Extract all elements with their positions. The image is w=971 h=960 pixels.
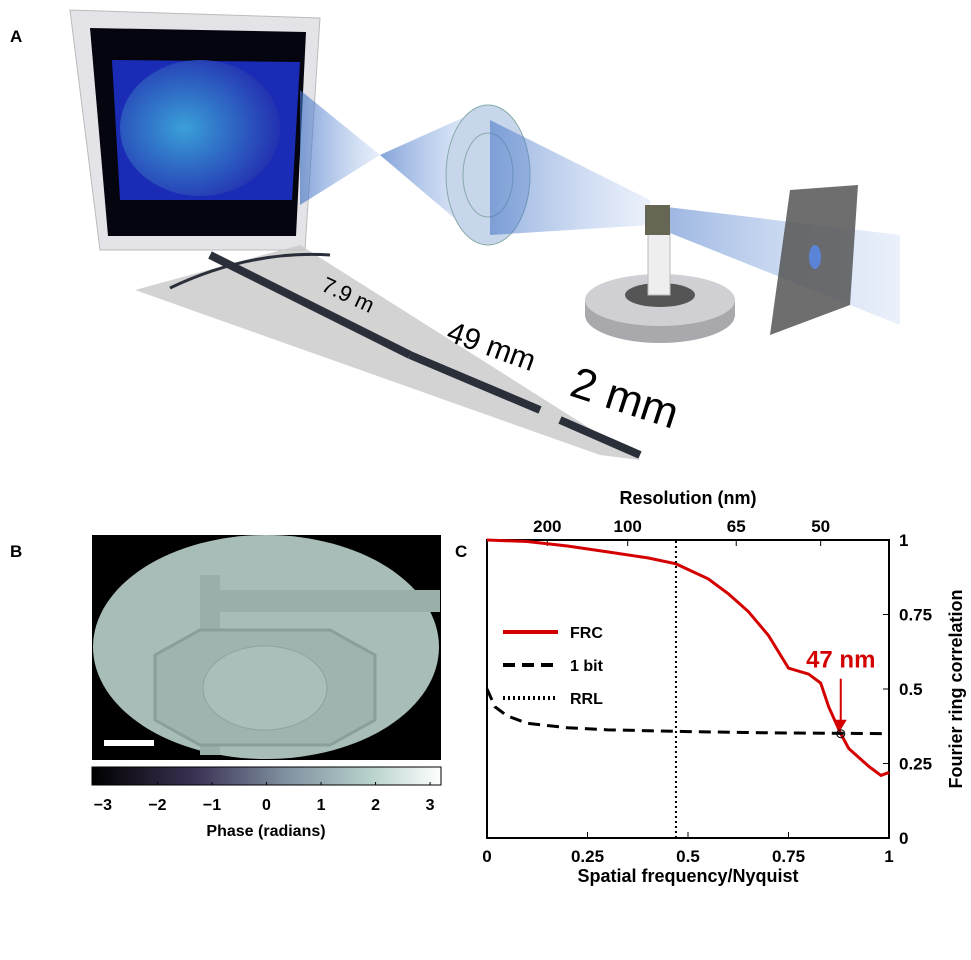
y-tick-label: 1 [899,531,908,550]
x2-tick-label: 100 [614,517,642,536]
x2-tick-label: 50 [811,517,830,536]
legend-label: RRL [570,691,603,708]
y-axis-title: Fourier ring correlation [946,589,966,788]
phase-image [92,535,441,760]
legend-label: 1 bit [570,658,604,675]
colorbar-tick-label: 2 [371,797,380,814]
y-tick-label: 0.75 [899,606,932,625]
panel-label: B [10,542,22,561]
x-tick-label: 0 [482,847,491,866]
colorbar-tick-label: −1 [203,797,221,814]
x-axis-title: Spatial frequency/Nyquist [577,866,798,886]
series-line [487,689,889,734]
colorbar-label: Phase (radians) [206,823,325,840]
x2-tick-label: 200 [533,517,561,536]
figure: A 7.9 m 49 mm 2 mm B P [0,0,971,955]
legend-label: FRC [570,625,603,642]
panel-label: C [455,542,467,561]
colorbar-tick-label: 1 [317,797,326,814]
plot-frame [487,540,889,838]
y-tick-label: 0.5 [899,680,923,699]
y-tick-label: 0.25 [899,755,932,774]
colorbar-tick-label: 3 [426,797,435,814]
y-tick-label: 0 [899,829,908,848]
colorbar-tick-label: −3 [94,797,112,814]
colorbar-tick-label: 0 [262,797,271,814]
annotation-label: 47 nm [806,647,875,674]
x2-tick-label: 65 [727,517,746,536]
x2-axis-title: Resolution (nm) [620,488,757,508]
x-tick-label: 1 [884,847,893,866]
panel-label: A [10,27,22,46]
x-tick-label: 0.75 [772,847,805,866]
colorbar-tick-label: −2 [148,797,166,814]
x-tick-label: 0.25 [571,847,604,866]
setup-diagram [70,10,900,460]
x-tick-label: 0.5 [676,847,700,866]
